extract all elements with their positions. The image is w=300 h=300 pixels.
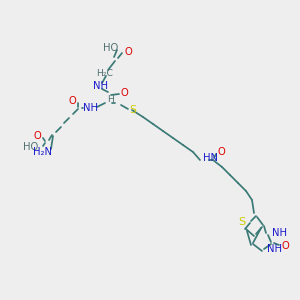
Text: HO: HO xyxy=(23,142,39,152)
Text: HN: HN xyxy=(203,153,218,163)
Text: NH: NH xyxy=(267,244,282,254)
Text: S: S xyxy=(238,217,246,227)
Text: H₂C: H₂C xyxy=(97,68,113,77)
Text: O: O xyxy=(281,241,289,251)
Text: H₂N: H₂N xyxy=(34,147,52,157)
Text: NH: NH xyxy=(94,81,109,91)
Text: O: O xyxy=(217,147,225,157)
Text: NH: NH xyxy=(83,103,98,113)
Text: H: H xyxy=(108,95,114,104)
Text: O: O xyxy=(68,96,76,106)
Text: S: S xyxy=(130,105,136,115)
Text: O: O xyxy=(120,88,128,98)
Text: O: O xyxy=(124,47,132,57)
Text: NH: NH xyxy=(272,228,287,238)
Text: O: O xyxy=(33,131,41,141)
Text: HO: HO xyxy=(103,43,118,53)
